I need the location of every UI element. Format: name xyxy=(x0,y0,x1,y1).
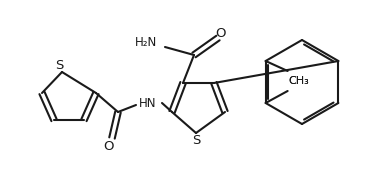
Text: H₂N: H₂N xyxy=(135,35,157,48)
Text: CH₃: CH₃ xyxy=(289,76,309,86)
Text: S: S xyxy=(55,58,63,71)
Text: HN: HN xyxy=(139,96,157,109)
Text: O: O xyxy=(216,26,226,39)
Text: O: O xyxy=(103,141,113,154)
Text: S: S xyxy=(192,134,200,147)
Text: CH₃: CH₃ xyxy=(289,76,309,86)
